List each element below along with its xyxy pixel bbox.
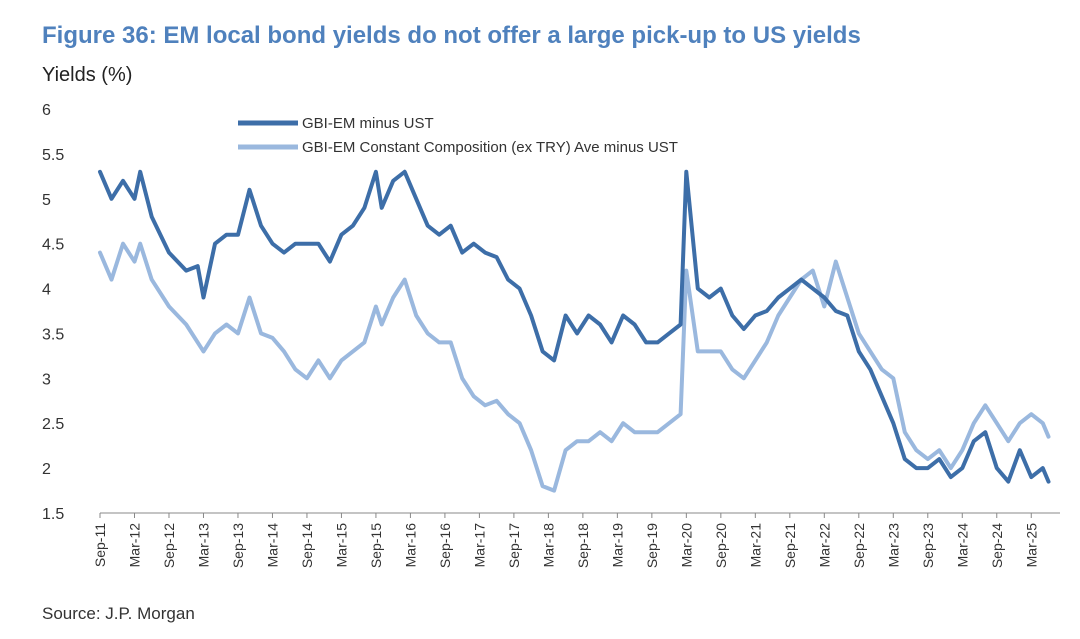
x-tick-label: Mar-18	[540, 523, 556, 568]
series-gbi-em-minus-ust	[98, 169, 1051, 484]
x-tick-label: Mar-25	[1023, 523, 1039, 568]
chart-lines	[98, 169, 1051, 493]
x-tick-label: Sep-18	[575, 523, 591, 568]
x-tick-label: Sep-24	[989, 523, 1005, 568]
y-tick-label: 5.5	[42, 147, 64, 164]
line-chart: 6 5.5 5 4.5 4 3.5 3 2.5 2 1.5 Sep-11 Mar-12 Sep-12 Ma…	[42, 102, 1060, 568]
x-tick-label: Mar-19	[609, 523, 625, 568]
x-tick-label: Sep-20	[713, 523, 729, 568]
x-tick-label: Mar-14	[264, 523, 280, 568]
x-tick-label: Sep-19	[644, 523, 660, 568]
x-tick-label: Mar-21	[747, 523, 763, 568]
y-tick-label: 5	[42, 192, 51, 209]
figure-title: Figure 36: EM local bond yields do not o…	[42, 22, 861, 49]
x-tick-label: Mar-23	[885, 523, 901, 568]
x-tick-label: Mar-17	[471, 523, 487, 568]
y-tick-label: 4.5	[42, 237, 64, 254]
x-tick-label: Sep-13	[230, 523, 246, 568]
chart-legend: GBI-EM minus UST GBI-EM Constant Composit…	[238, 115, 678, 156]
x-tick-label: Sep-11	[92, 523, 108, 567]
y-axis-label: Yields (%)	[42, 64, 133, 86]
y-tick-label: 3	[42, 371, 51, 388]
x-tick-label: Mar-12	[126, 523, 142, 568]
x-tick-label: Sep-14	[299, 523, 315, 568]
legend-label-constant-composition: GBI-EM Constant Composition (ex TRY) Ave…	[302, 139, 678, 156]
chart-axes: 6 5.5 5 4.5 4 3.5 3 2.5 2 1.5 Sep-11 Mar-12 Sep-12 Ma…	[42, 102, 1060, 568]
x-tick-label: Mar-24	[954, 523, 970, 568]
x-tick-label: Sep-21	[782, 523, 798, 568]
x-tick-label: Sep-12	[161, 523, 177, 568]
x-tick-label: Mar-15	[333, 523, 349, 568]
y-tick-label: 2.5	[42, 416, 64, 433]
x-tick-label: Mar-20	[678, 523, 694, 568]
x-tick-label: Mar-13	[195, 523, 211, 568]
x-tick-label: Sep-22	[851, 523, 867, 568]
x-tick-label: Sep-15	[368, 523, 384, 568]
y-tick-label: 1.5	[42, 506, 64, 523]
x-tick-label: Sep-17	[506, 523, 522, 568]
legend-label-gbi-em: GBI-EM minus UST	[302, 115, 434, 132]
x-tick-label: Sep-16	[437, 523, 453, 568]
x-tick-label: Mar-22	[816, 523, 832, 568]
x-tick-label: Sep-23	[920, 523, 936, 568]
source-note: Source: J.P. Morgan	[42, 604, 195, 623]
y-tick-label: 6	[42, 102, 51, 119]
y-tick-label: 3.5	[42, 326, 64, 343]
series-constant-composition-minus-ust	[98, 241, 1051, 493]
x-tick-label: Mar-16	[402, 523, 418, 568]
y-tick-label: 2	[42, 461, 51, 478]
y-tick-label: 4	[42, 282, 51, 299]
